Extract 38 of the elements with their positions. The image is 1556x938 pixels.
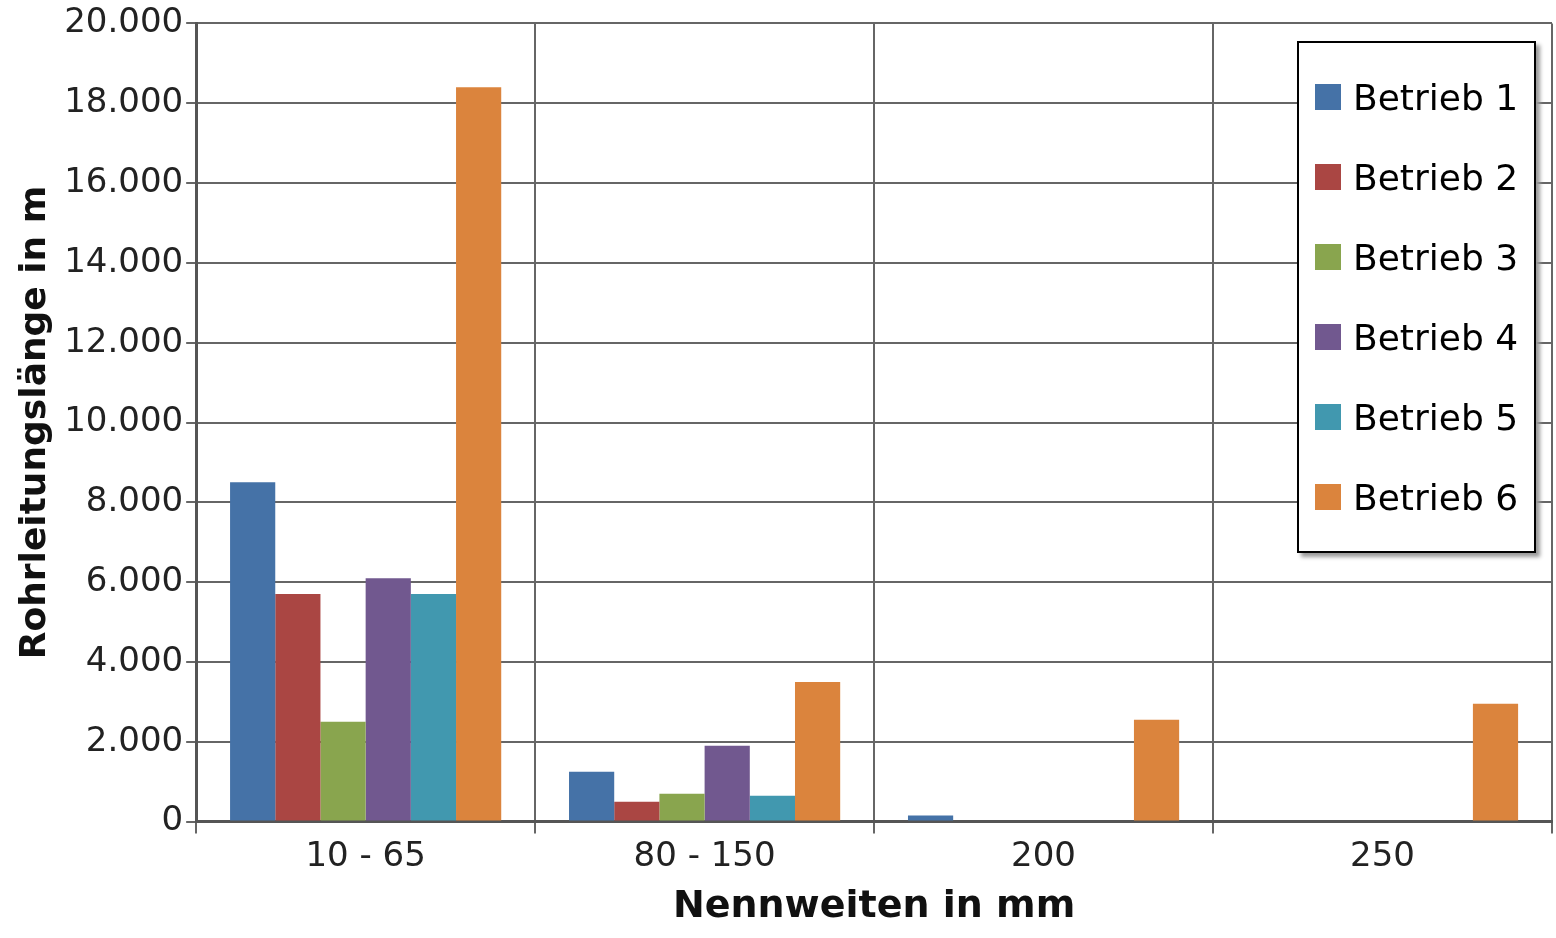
y-tick-label: 12.000	[64, 319, 184, 360]
y-tick-label: 10.000	[64, 399, 184, 440]
y-tick-label: 16.000	[64, 159, 184, 200]
bar	[659, 793, 705, 821]
bar	[230, 482, 276, 821]
bar	[275, 594, 321, 821]
bar	[365, 578, 411, 821]
bar	[749, 795, 795, 821]
y-tick-label: 6.000	[85, 558, 184, 599]
y-tick-label: 4.000	[85, 638, 184, 679]
legend-label: Betrieb 1	[1353, 76, 1519, 118]
bar	[907, 815, 954, 821]
bar	[1472, 703, 1519, 821]
y-axis-title: Rohrleitungslänge in m	[11, 185, 53, 660]
bar	[1133, 719, 1180, 821]
y-tick-label: 2.000	[85, 718, 184, 759]
y-tick-label: 0	[161, 798, 184, 839]
legend-label: Betrieb 3	[1353, 236, 1519, 278]
x-tick-label: 250	[1350, 833, 1415, 874]
x-tick-label: 10 - 65	[305, 833, 426, 874]
bar	[794, 681, 841, 821]
y-tick-label: 14.000	[64, 239, 184, 280]
y-tick-label: 18.000	[64, 80, 184, 121]
bar	[410, 594, 457, 821]
bar	[704, 745, 750, 821]
bar	[569, 771, 615, 821]
x-tick-label: 200	[1011, 833, 1077, 874]
y-tick-label: 8.000	[85, 479, 184, 520]
bar	[456, 87, 502, 821]
x-tick-label: 80 - 150	[633, 833, 776, 874]
bar	[614, 801, 660, 821]
legend-label: Betrieb 5	[1353, 396, 1519, 438]
y-tick-label: 20.000	[64, 0, 184, 41]
bar	[320, 721, 366, 821]
legend-label: Betrieb 6	[1353, 476, 1519, 518]
legend-label: Betrieb 4	[1353, 316, 1519, 358]
legend-label: Betrieb 2	[1353, 156, 1519, 198]
x-axis-title: Nennweiten in mm	[672, 882, 1076, 927]
